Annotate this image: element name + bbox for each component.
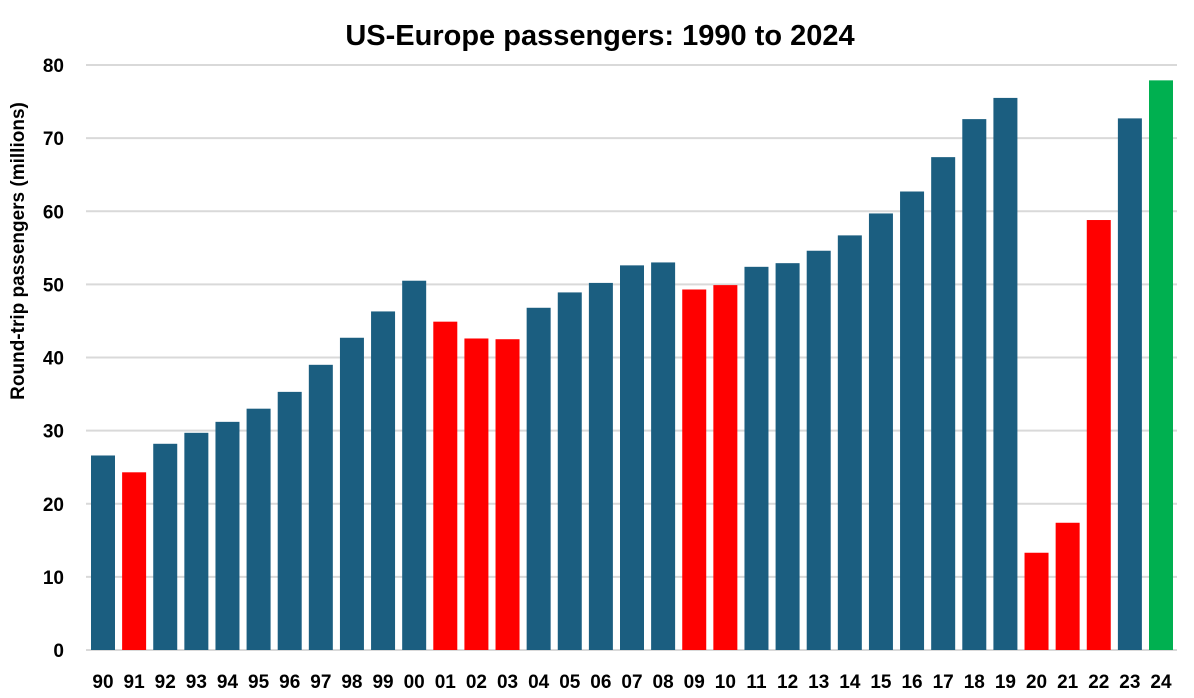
bar-21 bbox=[1055, 522, 1080, 650]
x-tick-label: 95 bbox=[248, 672, 270, 693]
bar-94 bbox=[215, 421, 240, 650]
y-tick-label: 20 bbox=[43, 495, 64, 516]
x-tick-label: 05 bbox=[559, 672, 581, 693]
x-tick-label: 97 bbox=[310, 672, 331, 693]
x-tick-label: 07 bbox=[621, 672, 642, 693]
bar-20 bbox=[1024, 552, 1049, 650]
x-tick-label: 94 bbox=[217, 672, 239, 693]
x-tick-label: 04 bbox=[528, 672, 550, 693]
x-tick-label: 92 bbox=[155, 672, 176, 693]
bar-23 bbox=[1117, 118, 1142, 651]
x-tick-label: 10 bbox=[715, 672, 736, 693]
bar-15 bbox=[868, 213, 893, 650]
bar-16 bbox=[900, 191, 925, 650]
bar-14 bbox=[837, 235, 862, 650]
bar-97 bbox=[308, 364, 333, 650]
bar-09 bbox=[682, 289, 707, 650]
bar-05 bbox=[557, 292, 582, 650]
x-tick-label: 00 bbox=[404, 672, 425, 693]
x-tick-label: 06 bbox=[590, 672, 611, 693]
bar-11 bbox=[744, 266, 769, 650]
bar-04 bbox=[526, 307, 551, 650]
y-axis-ticks: 0 10 20 30 40 50 60 70 80 bbox=[43, 56, 64, 662]
bar-17 bbox=[931, 157, 956, 650]
x-tick-label: 96 bbox=[279, 672, 300, 693]
bar-22 bbox=[1086, 220, 1111, 650]
y-tick-label: 80 bbox=[43, 56, 64, 77]
bar-07 bbox=[620, 265, 644, 650]
bar-96 bbox=[277, 391, 302, 650]
bars bbox=[91, 80, 1173, 651]
x-tick-label: 99 bbox=[372, 672, 393, 693]
y-tick-label: 50 bbox=[43, 275, 64, 296]
bar-03 bbox=[495, 339, 520, 650]
y-tick-label: 40 bbox=[43, 349, 64, 370]
x-tick-label: 23 bbox=[1119, 672, 1140, 693]
x-tick-label: 17 bbox=[933, 672, 954, 693]
x-tick-label: 09 bbox=[684, 672, 705, 693]
x-tick-label: 12 bbox=[777, 672, 798, 693]
x-tick-label: 16 bbox=[901, 672, 922, 693]
x-tick-label: 08 bbox=[653, 672, 674, 693]
x-tick-label: 98 bbox=[341, 672, 362, 693]
y-tick-label: 30 bbox=[43, 422, 64, 443]
y-tick-label: 0 bbox=[53, 641, 64, 662]
x-tick-label: 18 bbox=[964, 672, 985, 693]
x-tick-label: 90 bbox=[92, 672, 113, 693]
bar-06 bbox=[588, 282, 613, 650]
bar-10 bbox=[713, 285, 738, 650]
bar-95 bbox=[246, 408, 271, 650]
bar-18 bbox=[962, 119, 987, 651]
x-tick-label: 24 bbox=[1150, 672, 1172, 693]
x-tick-label: 22 bbox=[1088, 672, 1109, 693]
y-tick-label: 10 bbox=[43, 568, 64, 589]
bar-92 bbox=[153, 443, 178, 650]
bar-24 bbox=[1149, 80, 1173, 650]
bar-90 bbox=[91, 455, 115, 650]
y-tick-label: 60 bbox=[43, 202, 64, 223]
x-tick-label: 21 bbox=[1057, 672, 1079, 693]
x-tick-label: 13 bbox=[808, 672, 829, 693]
x-tick-label: 02 bbox=[466, 672, 487, 693]
bar-02 bbox=[464, 338, 489, 650]
bar-00 bbox=[402, 280, 427, 650]
y-axis-label: Round-trip passengers (millions) bbox=[8, 102, 29, 400]
chart-title: US-Europe passengers: 1990 to 2024 bbox=[345, 20, 854, 52]
bar-91 bbox=[122, 472, 147, 650]
x-tick-label: 14 bbox=[839, 672, 861, 693]
x-tick-label: 03 bbox=[497, 672, 518, 693]
x-tick-label: 11 bbox=[746, 672, 767, 693]
x-tick-label: 91 bbox=[124, 672, 146, 693]
x-tick-label: 19 bbox=[995, 672, 1016, 693]
bar-93 bbox=[184, 432, 209, 650]
bar-98 bbox=[339, 337, 364, 650]
bar-12 bbox=[775, 263, 800, 650]
x-tick-label: 15 bbox=[870, 672, 892, 693]
y-tick-label: 70 bbox=[43, 129, 64, 150]
x-axis-ticks: 90 91 92 93 94 95 96 97 98 99 00 01 02 03 04 05 06 07 08 09… bbox=[92, 672, 1172, 693]
bar-08 bbox=[651, 262, 676, 650]
bar-19 bbox=[993, 97, 1018, 650]
bar-01 bbox=[433, 321, 458, 650]
x-tick-label: 20 bbox=[1026, 672, 1047, 693]
x-tick-label: 01 bbox=[435, 672, 457, 693]
x-tick-label: 93 bbox=[186, 672, 207, 693]
bar-99 bbox=[371, 311, 396, 650]
bar-13 bbox=[806, 250, 831, 651]
